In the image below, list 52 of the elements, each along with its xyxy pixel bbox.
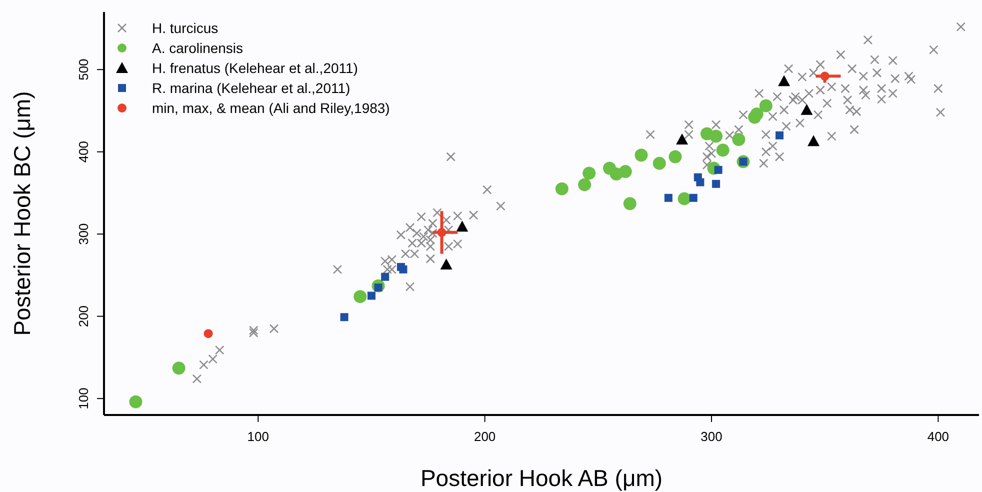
x-tick-label: 200: [474, 429, 496, 444]
point: [808, 135, 820, 146]
point: [800, 104, 813, 115]
point: [716, 144, 730, 157]
point: [676, 133, 688, 144]
y-tick-label: 300: [76, 223, 91, 245]
point: [820, 72, 830, 81]
point: [204, 329, 213, 338]
point: [582, 166, 596, 180]
point: [712, 180, 720, 188]
point: [623, 197, 636, 210]
point: [440, 258, 452, 270]
point: [664, 194, 672, 202]
point: [668, 150, 682, 164]
point: [776, 131, 784, 140]
y-tick-label: 100: [76, 388, 91, 410]
x-axis-title: Posterior Hook AB (μm): [420, 465, 663, 491]
point: [778, 75, 790, 86]
point: [634, 148, 648, 162]
y-tick-label: 400: [76, 140, 91, 163]
point: [710, 130, 723, 143]
point: [340, 313, 348, 322]
y-axis-title: Posterior Hook BC (μm): [9, 91, 35, 336]
point: [759, 99, 772, 112]
y-tick-label: 500: [76, 58, 91, 80]
point: [456, 220, 468, 232]
point: [381, 272, 390, 281]
point: [732, 132, 746, 146]
point: [437, 228, 446, 237]
point: [678, 192, 691, 206]
point: [399, 265, 408, 274]
x-tick-label: 300: [700, 429, 722, 444]
point: [652, 156, 666, 170]
point: [578, 178, 592, 192]
point: [618, 165, 632, 178]
legend-label: min, max, & mean (Ali and Riley,1983): [152, 100, 390, 116]
x-tick-label: 100: [247, 429, 269, 444]
point: [367, 292, 376, 300]
point: [354, 290, 367, 304]
legend-label: R. marina (Kelehear et al.,2011): [152, 80, 350, 96]
point: [555, 182, 568, 196]
y-tick-label: 200: [76, 305, 91, 328]
legend-label: H. frenatus (Kelehear et al.,2011): [152, 60, 358, 76]
legend-label: H. turcicus: [152, 20, 218, 36]
point: [696, 178, 704, 186]
point: [750, 107, 764, 120]
x-tick-label: 400: [927, 429, 950, 444]
point: [689, 194, 698, 202]
legend-label: A. carolinensis: [152, 40, 244, 56]
point: [172, 362, 186, 375]
point: [714, 166, 722, 174]
point: [129, 395, 142, 408]
